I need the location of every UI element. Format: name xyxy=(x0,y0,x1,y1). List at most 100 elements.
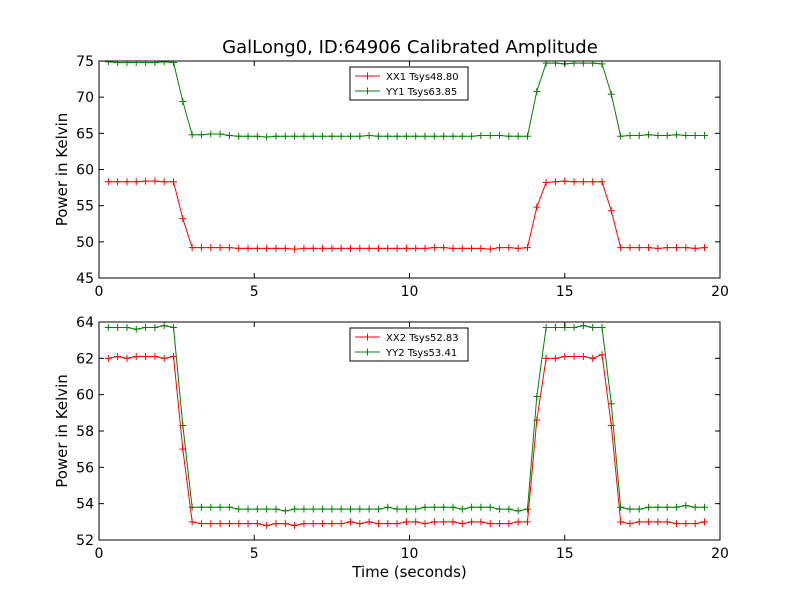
data-point xyxy=(384,244,392,252)
data-point xyxy=(179,422,187,430)
data-point xyxy=(207,244,215,252)
y-tick-label: 75 xyxy=(76,54,94,70)
data-point xyxy=(309,520,317,528)
data-point xyxy=(617,244,625,252)
data-point xyxy=(617,518,625,526)
plot-area-2 xyxy=(104,322,708,529)
data-point xyxy=(551,323,559,331)
data-point xyxy=(551,178,559,186)
x-tick-label: 5 xyxy=(250,546,259,562)
x-axis-label: Time (seconds) xyxy=(351,563,467,581)
data-point xyxy=(132,178,140,186)
data-point xyxy=(123,178,131,186)
data-point xyxy=(663,132,671,140)
data-point xyxy=(430,132,438,140)
data-point xyxy=(328,520,336,528)
x-tick-label: 20 xyxy=(711,284,729,300)
data-point xyxy=(673,520,681,528)
data-point xyxy=(272,132,280,140)
data-point xyxy=(514,244,522,252)
data-point xyxy=(281,507,289,515)
x-tick-label: 20 xyxy=(711,546,729,562)
data-point xyxy=(179,215,187,223)
data-point xyxy=(188,518,196,526)
data-point xyxy=(421,520,429,528)
data-point xyxy=(384,132,392,140)
data-point xyxy=(253,520,261,528)
data-point xyxy=(654,503,662,511)
data-point xyxy=(384,503,392,511)
data-point xyxy=(468,503,476,511)
data-point xyxy=(542,354,550,362)
subplot-2: 0 5 10 15 20 52 54 56 58 60 62 64 Power in Kelvin Tim… xyxy=(53,315,729,581)
data-point xyxy=(319,244,327,252)
data-point xyxy=(486,245,494,253)
data-point xyxy=(170,178,178,186)
data-point xyxy=(505,132,513,140)
data-point xyxy=(440,503,448,511)
data-point xyxy=(486,132,494,140)
y-tick-label: 58 xyxy=(76,424,94,440)
x-tick-label: 0 xyxy=(95,284,104,300)
data-point xyxy=(496,520,504,528)
data-point xyxy=(347,505,355,513)
data-point xyxy=(626,520,634,528)
data-point xyxy=(207,503,215,511)
chart-title: GalLong0, ID:64906 Calibrated Amplitude xyxy=(222,37,598,58)
y-tick-label: 54 xyxy=(76,497,94,513)
legend-box xyxy=(349,66,469,101)
y-tick-label: 64 xyxy=(76,315,94,331)
data-point xyxy=(682,520,690,528)
data-point xyxy=(300,520,308,528)
data-point xyxy=(216,244,224,252)
data-point xyxy=(402,132,410,140)
data-point xyxy=(160,322,168,330)
data-point xyxy=(700,518,708,526)
data-point xyxy=(188,131,196,139)
data-point xyxy=(430,518,438,526)
data-point xyxy=(551,61,559,67)
data-point xyxy=(430,503,438,511)
data-point xyxy=(635,518,643,526)
y-tick-label: 60 xyxy=(76,388,94,404)
data-point xyxy=(347,132,355,140)
data-point xyxy=(477,503,485,511)
data-point xyxy=(505,505,513,513)
data-point xyxy=(197,244,205,252)
data-point xyxy=(216,503,224,511)
y-tick-label: 56 xyxy=(76,460,94,476)
data-point xyxy=(402,505,410,513)
data-point xyxy=(440,518,448,526)
data-point xyxy=(468,244,476,252)
data-point xyxy=(216,130,224,138)
data-point xyxy=(691,244,699,252)
data-point xyxy=(598,323,606,331)
data-point xyxy=(598,61,606,68)
data-point xyxy=(365,518,373,526)
data-point xyxy=(514,518,522,526)
data-point xyxy=(114,178,122,186)
data-point xyxy=(589,323,597,331)
data-point xyxy=(542,179,550,187)
data-point xyxy=(682,244,690,252)
data-point xyxy=(300,132,308,140)
data-point xyxy=(142,177,150,185)
series-markers-2 xyxy=(104,322,708,515)
data-point xyxy=(645,131,653,139)
data-point xyxy=(505,520,513,528)
data-point xyxy=(654,518,662,526)
data-point xyxy=(263,133,271,141)
data-point xyxy=(291,245,299,253)
data-point xyxy=(253,244,261,252)
data-point xyxy=(235,520,243,528)
y-axis-label: Power in Kelvin xyxy=(53,113,71,227)
y-tick-label: 50 xyxy=(76,235,94,251)
data-point xyxy=(682,132,690,140)
data-point xyxy=(458,520,466,528)
data-point xyxy=(179,98,187,106)
data-point xyxy=(356,505,364,513)
data-point xyxy=(579,322,587,330)
legend-box xyxy=(349,327,469,362)
data-point xyxy=(319,505,327,513)
data-point xyxy=(486,520,494,528)
